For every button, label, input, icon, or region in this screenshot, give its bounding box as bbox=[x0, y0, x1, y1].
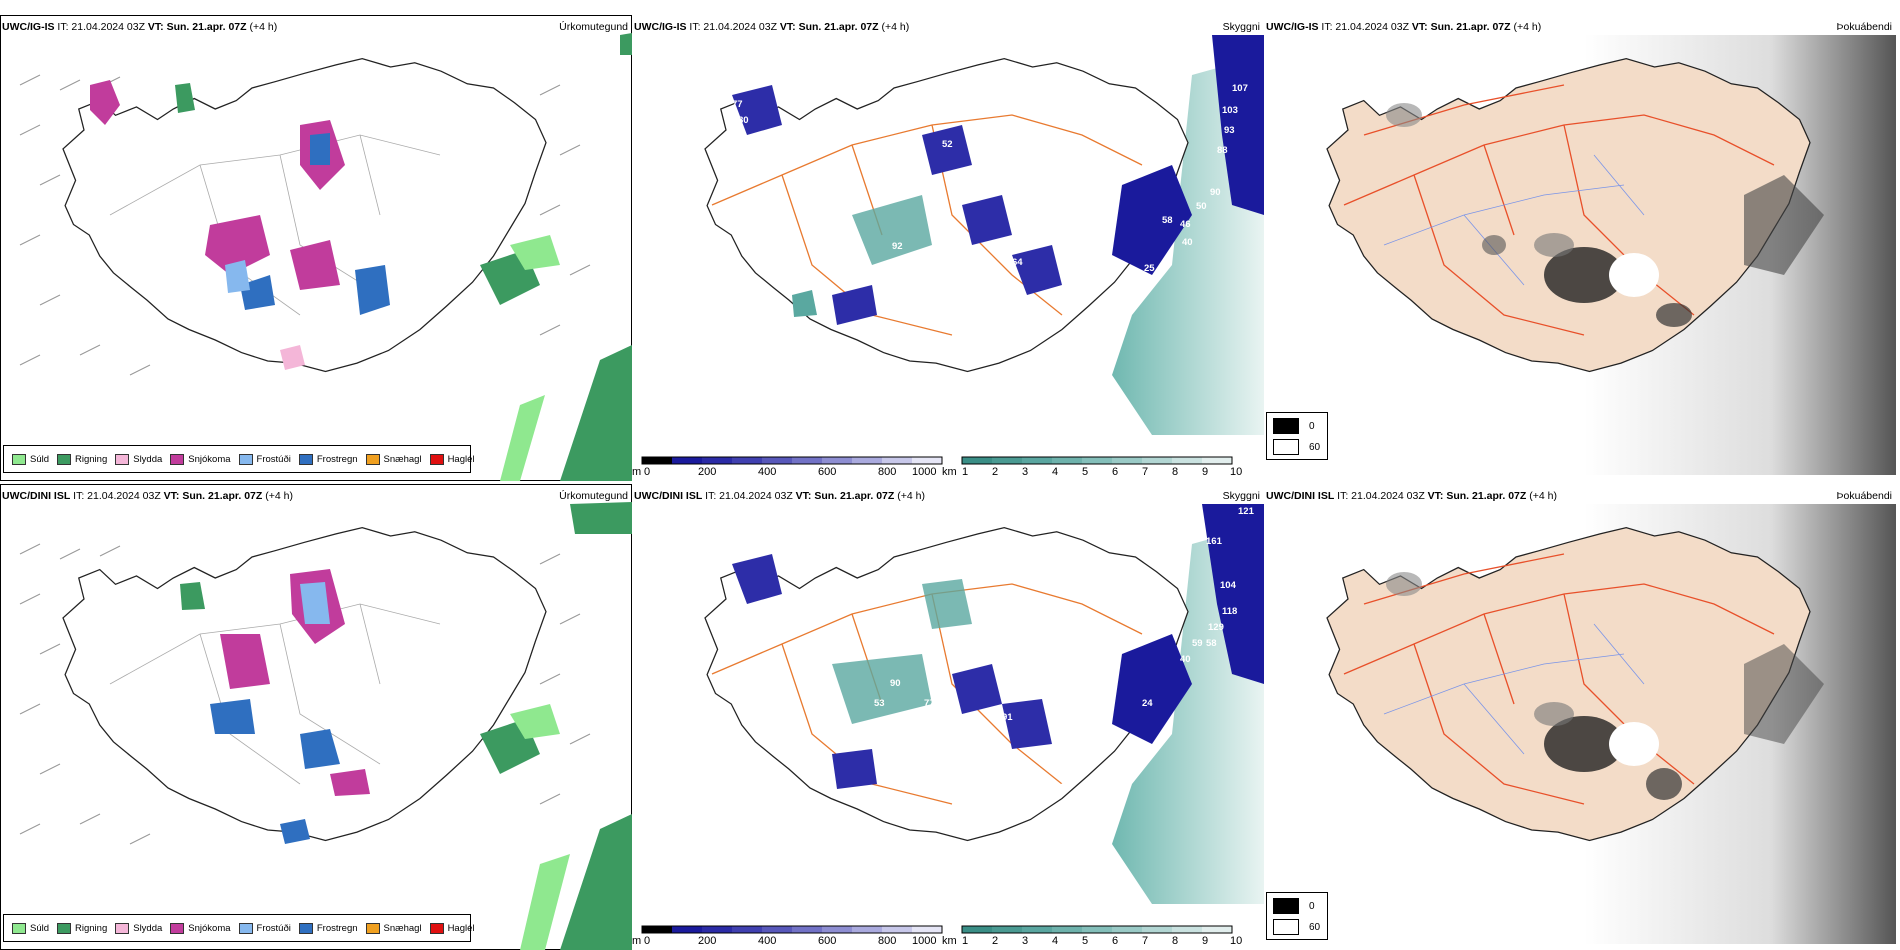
cloud-number: 103 bbox=[1222, 105, 1238, 116]
legend-item: Frostregn bbox=[298, 453, 358, 465]
cloud-number: 120 bbox=[872, 265, 888, 276]
cloud-number: 92 bbox=[892, 241, 903, 252]
cloud-colorbar: m 0 200 400 600 800 1000 km 1 2 3 4 5 6 … bbox=[632, 924, 1264, 950]
precip-legend: Súld Rigning Slydda Snjókoma Frostúði Fr… bbox=[3, 914, 475, 942]
cloud-number: 61 bbox=[930, 371, 941, 382]
legend-item: Súld bbox=[12, 453, 49, 465]
legend-item: Frostúði bbox=[238, 453, 291, 465]
cloud-colorbar: m 0 200 400 600 800 1000 km 1 2 3 4 5 6 … bbox=[632, 455, 1264, 481]
cloud-panel-row1: 107 103 93 88 90 50 58 46 40 25 70 64 92… bbox=[632, 15, 1264, 481]
cloud-number: 67 bbox=[856, 271, 867, 282]
cloud-number: 88 bbox=[1217, 145, 1228, 156]
fog-panel-row2: UWC/DINI ISL IT: 21.04.2024 03Z VT: Sun.… bbox=[1264, 484, 1896, 950]
panel-header: UWC/IG-IS IT: 21.04.2024 03Z VT: Sun. 21… bbox=[1266, 21, 1542, 33]
fog-map-row1 bbox=[1326, 35, 1896, 475]
legend-item: Snæhagl bbox=[365, 453, 422, 465]
precip-map-row2 bbox=[19, 502, 632, 950]
cloud-number: 40 bbox=[1182, 237, 1193, 248]
fog-panel-row1: UWC/IG-IS IT: 21.04.2024 03Z VT: Sun. 21… bbox=[1264, 15, 1896, 481]
cloud-number: 46 bbox=[1180, 219, 1191, 230]
cloud-map-row1 bbox=[704, 35, 1264, 435]
cloud-number: 64 bbox=[1012, 257, 1023, 268]
cloud-panel-row2: 121 161 104 118 129 59 58 40 24 59 67 91… bbox=[632, 484, 1264, 950]
panel-title: Þokuábendi bbox=[1836, 490, 1892, 502]
cloud-number: 36 bbox=[1060, 337, 1071, 348]
panel-header: UWC/IG-IS IT: 21.04.2024 03Z VT: Sun. 21… bbox=[634, 21, 910, 33]
fog-legend-row1: 0 60 bbox=[1266, 412, 1328, 460]
m-label: m bbox=[632, 466, 642, 478]
wind-barbs bbox=[19, 74, 611, 396]
panel-title: Úrkomutegund bbox=[559, 21, 628, 33]
cloud-number: 70 bbox=[937, 245, 948, 256]
legend-item: Rigning bbox=[57, 453, 107, 465]
panel-title: Þokuábendi bbox=[1836, 21, 1892, 33]
panel-header: UWC/DINI ISL IT: 21.04.2024 03Z VT: Sun.… bbox=[2, 490, 293, 502]
panel-title: Úrkomutegund bbox=[559, 490, 628, 502]
cloud-number: 118 bbox=[908, 333, 924, 344]
precip-panel-row1: UWC/IG-IS IT: 21.04.2024 03Z VT: Sun. 21… bbox=[0, 15, 632, 481]
precip-patches bbox=[90, 33, 632, 481]
legend-item: Slydda bbox=[115, 453, 162, 465]
cloud-number: 107 bbox=[1232, 83, 1248, 94]
km-label: km bbox=[942, 466, 957, 478]
cloud-number: 80 bbox=[738, 115, 749, 126]
cloud-patches bbox=[732, 85, 1192, 325]
panel-header: UWC/DINI ISL IT: 21.04.2024 03Z VT: Sun.… bbox=[634, 490, 925, 502]
legend-item: Snjókoma bbox=[170, 453, 231, 465]
precip-legend: Súld Rigning Slydda Snjókoma Frostúði Fr… bbox=[3, 445, 475, 473]
panel-header: UWC/IG-IS IT: 21.04.2024 03Z VT: Sun. 21… bbox=[2, 21, 278, 33]
fog-legend-row2: 0 60 bbox=[1266, 892, 1328, 940]
cloud-number: 77 bbox=[732, 99, 743, 110]
panel-header: UWC/DINI ISL IT: 21.04.2024 03Z VT: Sun.… bbox=[1266, 490, 1557, 502]
cloud-number: 25 bbox=[1144, 263, 1155, 274]
panel-title: Skyggni bbox=[1222, 21, 1260, 33]
legend-item: Haglél bbox=[429, 453, 475, 465]
fog-map-row2 bbox=[1326, 504, 1896, 944]
cloud-number: 93 bbox=[1224, 125, 1235, 136]
cloud-number: 50 bbox=[1196, 201, 1207, 212]
fog-patches bbox=[1386, 103, 1824, 327]
precip-panel-row2: UWC/DINI ISL IT: 21.04.2024 03Z VT: Sun.… bbox=[0, 484, 632, 950]
cloud-number: 58 bbox=[1162, 215, 1173, 226]
cloud-number: 52 bbox=[942, 139, 953, 150]
cloud-number: 90 bbox=[1210, 187, 1221, 198]
panel-title: Skyggni bbox=[1222, 490, 1260, 502]
precip-map-row1 bbox=[19, 33, 632, 481]
cloud-number: 121 bbox=[922, 263, 938, 274]
cloud-map-row2 bbox=[704, 504, 1264, 904]
